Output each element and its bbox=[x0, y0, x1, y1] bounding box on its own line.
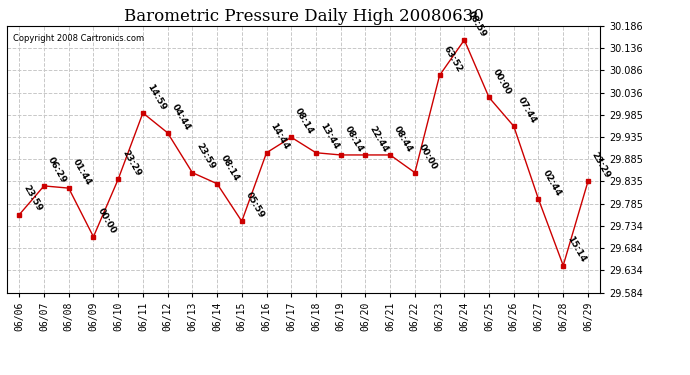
Text: 08:14: 08:14 bbox=[219, 153, 241, 182]
Text: 23:59: 23:59 bbox=[21, 184, 43, 213]
Text: 00:00: 00:00 bbox=[95, 207, 117, 236]
Text: 23:29: 23:29 bbox=[120, 148, 142, 178]
Text: 08:44: 08:44 bbox=[392, 124, 414, 154]
Text: 23:59: 23:59 bbox=[195, 142, 217, 171]
Text: 14:44: 14:44 bbox=[268, 122, 290, 152]
Text: 15:14: 15:14 bbox=[565, 235, 587, 264]
Text: 13:44: 13:44 bbox=[318, 122, 340, 152]
Text: Copyright 2008 Cartronics.com: Copyright 2008 Cartronics.com bbox=[13, 34, 144, 43]
Text: 08:14: 08:14 bbox=[293, 106, 315, 136]
Text: 00:00: 00:00 bbox=[417, 142, 439, 171]
Text: 22:44: 22:44 bbox=[367, 124, 390, 154]
Title: Barometric Pressure Daily High 20080630: Barometric Pressure Daily High 20080630 bbox=[124, 8, 484, 25]
Text: 08:59: 08:59 bbox=[466, 9, 489, 39]
Text: 04:44: 04:44 bbox=[170, 102, 192, 132]
Text: 02:44: 02:44 bbox=[540, 168, 562, 198]
Text: 00:00: 00:00 bbox=[491, 67, 513, 96]
Text: 63:52: 63:52 bbox=[442, 45, 464, 74]
Text: 07:44: 07:44 bbox=[515, 95, 538, 125]
Text: 23:29: 23:29 bbox=[590, 151, 612, 180]
Text: 05:59: 05:59 bbox=[244, 190, 266, 220]
Text: 06:29: 06:29 bbox=[46, 155, 68, 184]
Text: 08:14: 08:14 bbox=[343, 124, 365, 154]
Text: 01:44: 01:44 bbox=[70, 158, 93, 187]
Text: 14:59: 14:59 bbox=[145, 82, 167, 112]
